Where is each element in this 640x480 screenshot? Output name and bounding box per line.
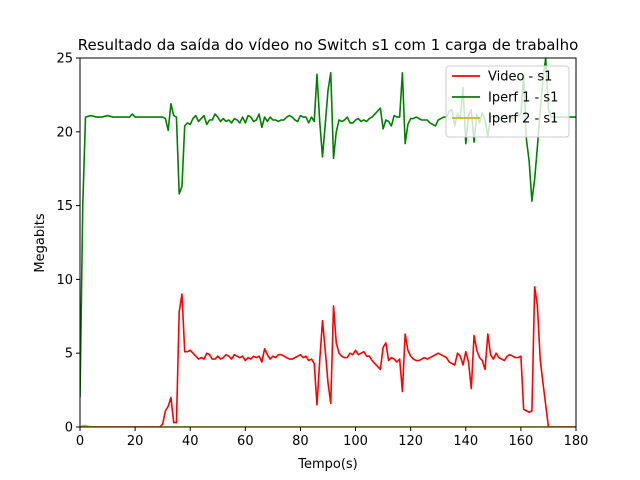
legend-label-1: Video - s1 xyxy=(488,70,552,85)
x-tick-label: 160 xyxy=(508,434,533,449)
x-tick-label: 180 xyxy=(564,434,589,449)
x-axis-label: Tempo(s) xyxy=(297,457,358,472)
legend-label-3: Iperf 2 - s1 xyxy=(488,112,558,127)
axes-frame xyxy=(79,57,577,428)
x-tick-label: 120 xyxy=(398,434,423,449)
series-line-3 xyxy=(80,424,576,427)
y-tick-label: 10 xyxy=(56,273,73,288)
x-tick-label: 140 xyxy=(453,434,478,449)
y-tick-label: 5 xyxy=(65,347,73,362)
y-axis: 0 5 10 15 20 25 xyxy=(56,52,80,436)
x-tick-label: 80 xyxy=(292,434,309,449)
chart-title: Resultado da saída do vídeo no Switch s1… xyxy=(78,36,579,54)
series-line-1 xyxy=(80,285,576,427)
y-tick-label: 25 xyxy=(56,52,73,67)
y-axis-label: Megabits xyxy=(33,213,48,272)
y-tick-label: 0 xyxy=(65,421,73,436)
y-tick-label: 15 xyxy=(56,199,73,214)
y-tick-label: 20 xyxy=(56,125,73,140)
legend-box xyxy=(445,65,570,138)
legend: Video - s1 Iperf 1 - s1 Iperf 2 - s1 xyxy=(445,65,570,138)
x-tick-label: 40 xyxy=(182,434,199,449)
legend-label-2: Iperf 1 - s1 xyxy=(488,91,558,106)
x-tick-label: 100 xyxy=(343,434,368,449)
x-tick-label: 60 xyxy=(237,434,254,449)
x-axis: 0 20 40 60 80 100 120 140 160 180 xyxy=(76,427,589,449)
x-tick-label: 20 xyxy=(127,434,144,449)
x-tick-label: 0 xyxy=(76,434,84,449)
